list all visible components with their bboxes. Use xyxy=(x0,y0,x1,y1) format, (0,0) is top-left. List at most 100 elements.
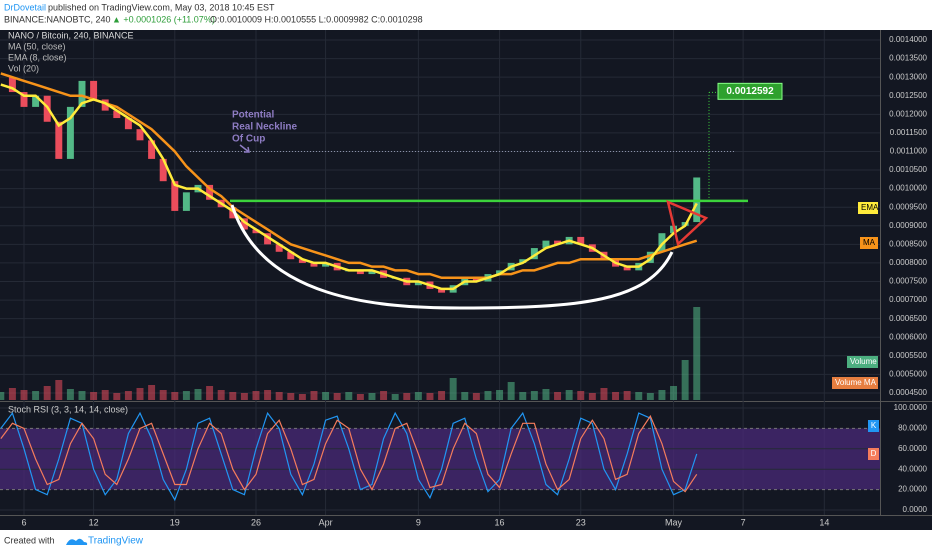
candle xyxy=(414,281,422,286)
x-tick-label: Apr xyxy=(319,517,333,527)
axis-tag-label: MA xyxy=(863,238,876,247)
candle xyxy=(171,181,179,211)
candle xyxy=(159,158,167,182)
axis-tag-label: Volume MA xyxy=(835,378,877,387)
legend-entry: D xyxy=(871,449,877,458)
y-tick-label: 0.0013500 xyxy=(889,54,927,63)
y-tick-label: 0.0005000 xyxy=(889,369,927,378)
annotation-text: Potential xyxy=(232,110,274,121)
volume-bar xyxy=(507,382,515,400)
y-tick-label: 0.0012500 xyxy=(889,91,927,100)
legend-entry: Vol (20) xyxy=(8,63,39,73)
annotation-text: Real Neckline xyxy=(232,122,297,133)
candle xyxy=(136,129,144,141)
candle xyxy=(252,229,260,234)
chart-title: Stoch RSI (3, 3, 14, 14, close) xyxy=(8,404,128,414)
candle xyxy=(298,259,306,263)
x-tick-label: 6 xyxy=(22,517,27,527)
x-tick-label: May xyxy=(665,517,683,527)
y-tick-label: 0.0012000 xyxy=(889,109,927,118)
y-tick-label: 0.0014000 xyxy=(889,35,927,44)
candle xyxy=(310,262,318,267)
candle xyxy=(519,259,527,263)
volume-bar xyxy=(240,393,248,400)
y-tick-label: 0.0006000 xyxy=(889,332,927,341)
candle xyxy=(577,236,585,245)
triangle xyxy=(666,199,709,247)
y-tick-label: 100.0000 xyxy=(894,403,928,412)
symbol: BINANCE:NANOBTC, 240 xyxy=(4,14,111,24)
candle xyxy=(542,240,550,249)
chart-title: NANO / Bitcoin, 240, BINANCE xyxy=(8,30,134,40)
volume-bar xyxy=(496,390,504,400)
volume-bar xyxy=(519,392,527,400)
axis-tag-label: Volume xyxy=(850,357,877,366)
y-tick-label: 0.0007500 xyxy=(889,277,927,286)
x-tick-label: 9 xyxy=(416,517,421,527)
candle xyxy=(101,99,109,111)
legend-entry: MA (50, close) xyxy=(8,41,66,51)
volume-bar xyxy=(554,392,562,400)
y-tick-label: 0.0005500 xyxy=(889,351,927,360)
volume-bar xyxy=(182,391,190,400)
volume-bar xyxy=(229,392,237,400)
volume-bar xyxy=(612,392,620,400)
candle xyxy=(658,233,666,252)
y-tick-label: 80.0000 xyxy=(898,424,927,433)
volume-bar xyxy=(600,388,608,400)
volume-bar xyxy=(101,390,109,400)
volume-bar xyxy=(565,390,573,400)
volume-bar xyxy=(194,389,202,400)
published: published on TradingView.com, May 03, 20… xyxy=(48,2,275,12)
indicator-line xyxy=(0,72,698,280)
volume-bar xyxy=(0,392,5,400)
candle xyxy=(322,262,330,267)
candle xyxy=(90,80,98,100)
y-tick-label: 0.0004500 xyxy=(889,388,927,397)
axis-tag xyxy=(858,202,878,214)
legend-tag xyxy=(868,420,879,432)
volume-bar xyxy=(206,386,214,400)
volume-bar xyxy=(20,390,28,400)
y-tick-label: 20.0000 xyxy=(898,485,927,494)
target-box xyxy=(717,82,783,100)
y-tick-label: 0.0006500 xyxy=(889,314,927,323)
x-tick-label: 7 xyxy=(741,517,746,527)
volume-bar xyxy=(588,393,596,400)
candle xyxy=(275,244,283,252)
footer-created: Created with xyxy=(4,535,55,545)
y-tick-label: 0.0013000 xyxy=(889,72,927,81)
legend-entry: K xyxy=(871,421,877,430)
stoch-band xyxy=(0,428,880,490)
candle xyxy=(438,288,446,293)
volume-bar xyxy=(310,391,318,400)
annotation-text: Of Cup xyxy=(232,134,265,145)
x-tick-label: 14 xyxy=(819,517,829,527)
volume-bar xyxy=(43,386,51,400)
candle xyxy=(182,192,190,211)
volume-bar xyxy=(8,388,16,400)
footer-brand[interactable]: TradingView xyxy=(88,536,144,547)
volume-bar xyxy=(275,392,283,400)
logo xyxy=(66,538,88,545)
y-tick-label: 0.0010000 xyxy=(889,184,927,193)
volume-bar xyxy=(484,391,492,400)
x-tick-label: 23 xyxy=(576,517,586,527)
candle xyxy=(356,270,364,275)
volume-bar xyxy=(449,378,457,400)
volume-bar xyxy=(345,392,353,400)
candle xyxy=(472,277,480,282)
candle xyxy=(8,77,16,93)
volume-bar xyxy=(252,391,260,400)
author[interactable]: DrDovetail xyxy=(4,2,46,12)
volume-bar xyxy=(90,392,98,400)
candle xyxy=(55,121,63,159)
y-tick-label: 60.0000 xyxy=(898,444,927,453)
volume-bar xyxy=(32,391,40,400)
volume-bar xyxy=(333,393,341,400)
volume-bar xyxy=(438,391,446,400)
volume-bar xyxy=(461,392,469,400)
ohlc: O:0.0010009 H:0.0010555 L:0.0009982 C:0.… xyxy=(210,14,423,24)
candle xyxy=(229,207,237,219)
candle xyxy=(240,218,248,230)
